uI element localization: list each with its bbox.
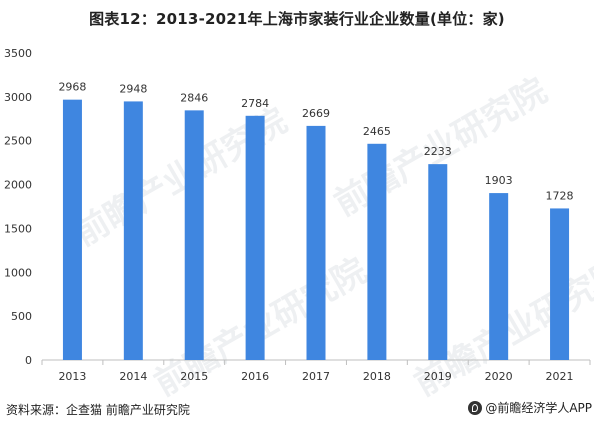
data-label: 2948	[119, 82, 147, 95]
y-tick-label: 2000	[4, 179, 32, 192]
bar	[550, 208, 570, 360]
x-tick-label: 2018	[363, 370, 391, 383]
x-tick-label: 2014	[119, 370, 147, 383]
bar	[306, 125, 326, 361]
y-tick-label: 1000	[4, 266, 32, 279]
y-tick-label: 500	[11, 310, 32, 323]
bar	[428, 164, 448, 360]
data-label: 1903	[485, 174, 513, 187]
x-tick-label: 2015	[180, 370, 208, 383]
x-tick-label: 2019	[424, 370, 452, 383]
bar	[489, 193, 509, 360]
data-label: 2968	[58, 81, 86, 94]
data-label: 2669	[302, 107, 330, 120]
data-label: 2233	[424, 145, 452, 158]
bar	[245, 115, 265, 360]
bar-chart: 0 500 1000 1500 2000 2500 3000 3500 2968 2013 2948…	[4, 47, 591, 383]
footer: 资料来源：企查猫 前瞻产业研究院 @前瞻经济学人APP	[0, 399, 594, 419]
x-tick-label: 2013	[58, 370, 86, 383]
y-tick-label: 0	[25, 354, 32, 367]
bar	[62, 99, 82, 360]
y-tick-label: 1500	[4, 222, 32, 235]
y-tick-label: 3000	[4, 91, 32, 104]
data-label: 1728	[546, 189, 574, 202]
bar	[184, 110, 204, 360]
chart-title: 图表12：2013-2021年上海市家装行业企业数量(单位：家)	[89, 10, 505, 28]
bar	[367, 143, 387, 360]
bar	[123, 101, 143, 361]
data-label: 2784	[241, 97, 269, 110]
x-tick-label: 2017	[302, 370, 330, 383]
y-tick-label: 2500	[4, 135, 32, 148]
y-tick-label: 3500	[4, 47, 32, 60]
brand-credit: @前瞻经济学人APP	[468, 399, 592, 416]
x-tick-label: 2016	[241, 370, 269, 383]
data-label: 2846	[180, 91, 208, 104]
data-label: 2465	[363, 125, 391, 138]
x-tick-label: 2021	[546, 370, 574, 383]
brand-label: @前瞻经济学人APP	[485, 401, 592, 415]
qianzhan-logo-icon	[468, 400, 483, 415]
source-note: 资料来源：企查猫 前瞻产业研究院	[6, 403, 190, 417]
x-tick-label: 2020	[485, 370, 513, 383]
